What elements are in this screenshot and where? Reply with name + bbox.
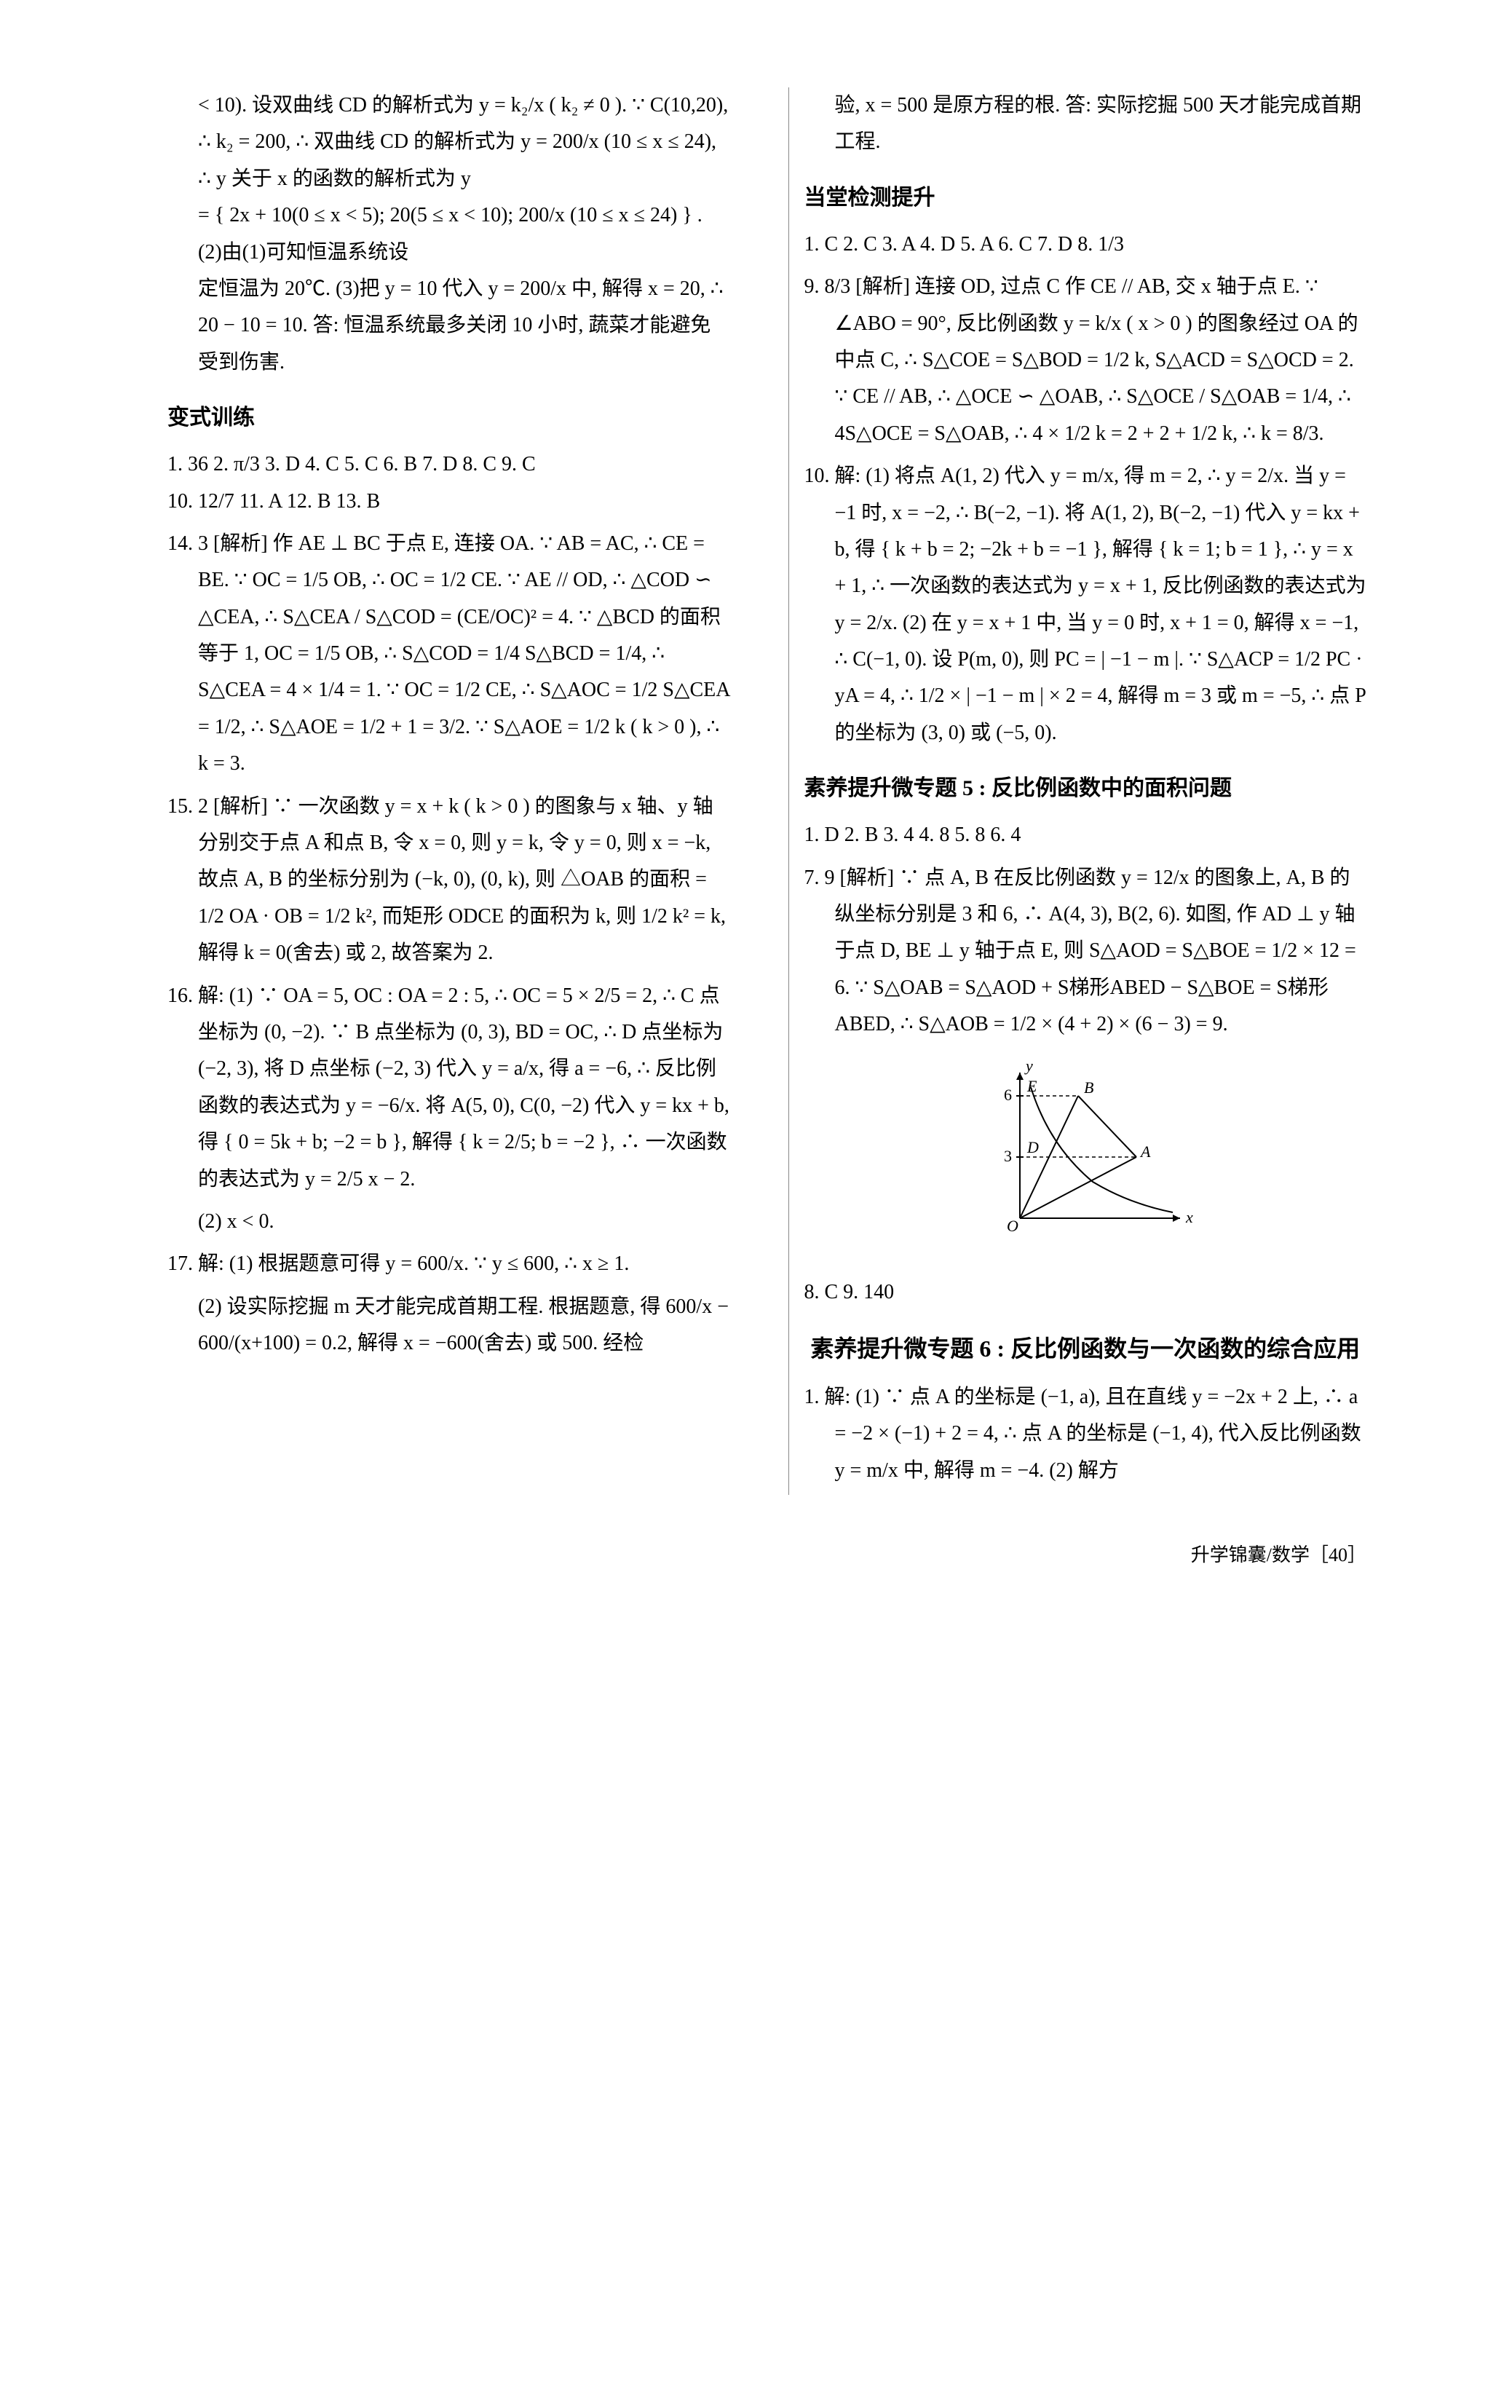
tick-3: 3: [1004, 1147, 1012, 1165]
question-15: 15. 2 [解析] ∵ 一次函数 y = x + k ( k > 0 ) 的图…: [167, 789, 730, 972]
topic-6-q1: 1. 解: (1) ∵ 点 A 的坐标是 (−1, a), 且在直线 y = −…: [804, 1379, 1366, 1489]
point-A-label: A: [1139, 1142, 1151, 1161]
question-14: 14. 3 [解析] 作 AE ⊥ BC 于点 E, 连接 OA. ∵ AB =…: [167, 526, 730, 783]
page-footer: 升学锦囊/数学［40］: [167, 1539, 1366, 1573]
question-10: 10. 解: (1) 将点 A(1, 2) 代入 y = m/x, 得 m = …: [804, 458, 1366, 751]
question-9: 9. 8/3 [解析] 连接 OD, 过点 C 作 CE // AB, 交 x …: [804, 269, 1366, 452]
answers-line-1: 1. 36 2. π/3 3. D 4. C 5. C 6. B 7. D 8.…: [167, 446, 730, 483]
opening-text: < 10). 设双曲线 CD 的解析式为 y = k₂/x ( k₂ ≠ 0 )…: [167, 87, 730, 197]
graph-svg: x y O 3 6 A B D E: [976, 1058, 1195, 1247]
topic-5-title: 素养提升微专题 5 : 反比例函数中的面积问题: [804, 769, 1366, 808]
opening-continuation: 定恒温为 20℃. (3)把 y = 10 代入 y = 200/x 中, 解得…: [167, 271, 730, 381]
question-17b: (2) 设实际挖掘 m 天才能完成首期工程. 根据题意, 得 600/x − 6…: [167, 1289, 730, 1362]
right-column: 验, x = 500 是原方程的根. 答: 实际挖掘 500 天才能完成首期工程…: [788, 87, 1366, 1495]
line-AB: [1078, 1096, 1136, 1157]
topic-6-title: 素养提升微专题 6 : 反比例函数与一次函数的综合应用: [804, 1328, 1366, 1370]
y-arrow-icon: [1016, 1073, 1024, 1080]
classroom-test-title: 当堂检测提升: [804, 178, 1366, 218]
question-16b: (2) x < 0.: [167, 1204, 730, 1240]
x-label: x: [1185, 1208, 1193, 1226]
classroom-answers: 1. C 2. C 3. A 4. D 5. A 6. C 7. D 8. 1/…: [804, 226, 1366, 263]
variational-training-title: 变式训练: [167, 398, 730, 438]
after-figure-answers: 8. C 9. 140: [804, 1274, 1366, 1311]
answers-line-2: 10. 12/7 11. A 12. B 13. B: [167, 483, 730, 520]
topic-5-answers: 1. D 2. B 3. 4 4. 8 5. 8 6. 4: [804, 817, 1366, 853]
question-7: 7. 9 [解析] ∵ 点 A, B 在反比例函数 y = 12/x 的图象上,…: [804, 860, 1366, 1043]
y-label: y: [1024, 1058, 1033, 1075]
question-16: 16. 解: (1) ∵ OA = 5, OC : OA = 2 : 5, ∴ …: [167, 978, 730, 1198]
point-D-label: D: [1026, 1138, 1039, 1156]
point-B-label: B: [1084, 1078, 1093, 1097]
line-OA: [1020, 1157, 1136, 1218]
origin-label: O: [1007, 1217, 1018, 1235]
x-arrow-icon: [1173, 1215, 1180, 1222]
left-column: < 10). 设双曲线 CD 的解析式为 y = k₂/x ( k₂ ≠ 0 )…: [167, 87, 745, 1495]
figure-graph: x y O 3 6 A B D E: [804, 1058, 1366, 1260]
continuation-text: 验, x = 500 是原方程的根. 答: 实际挖掘 500 天才能完成首期工程…: [804, 87, 1366, 161]
piecewise-function: = { 2x + 10(0 ≤ x < 5); 20(5 ≤ x < 10); …: [167, 197, 730, 271]
point-E-label: E: [1026, 1077, 1037, 1095]
question-17: 17. 解: (1) 根据题意可得 y = 600/x. ∵ y ≤ 600, …: [167, 1246, 730, 1282]
tick-6: 6: [1004, 1086, 1012, 1104]
